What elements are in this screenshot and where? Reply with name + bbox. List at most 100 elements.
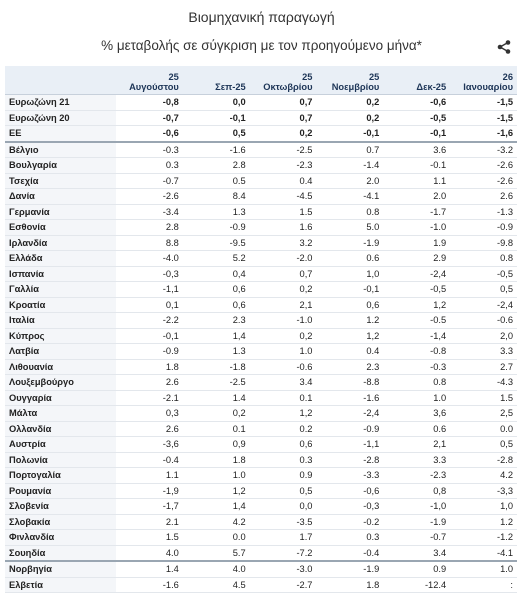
value-cell: -0.9 [316, 421, 384, 437]
row-label: Ελλάδα [5, 250, 116, 267]
value-cell: 0.4 [316, 343, 384, 360]
row-label: Νορβηγία [5, 560, 116, 578]
value-cell: 0.4 [249, 173, 317, 189]
subtitle: % μεταβολής σε σύγκριση με τον προηγούμε… [101, 38, 422, 53]
row-label: Ιρλανδία [5, 235, 116, 251]
value-cell: -2,4 [383, 266, 451, 282]
table-row: Βουλγαρία 0.3 2.8 -2.3 -1.4 -0.1 -2.6 [5, 157, 517, 174]
column-header: 25 Αυγούστου [116, 66, 183, 95]
value-cell: -1,6 [450, 125, 517, 142]
value-cell: -1,1 [116, 281, 183, 298]
value-cell: 2,1 [383, 436, 451, 453]
value-cell: 0,0 [249, 498, 317, 515]
value-cell: 1.0 [182, 467, 250, 484]
value-cell: 0.8 [450, 250, 517, 267]
value-cell: -0,1 [116, 328, 183, 344]
row-label: Κύπρος [5, 328, 116, 344]
row-label: Ελβετία [5, 577, 116, 593]
value-cell: -0,3 [316, 498, 384, 515]
value-cell: -0.3 [383, 359, 451, 375]
value-cell: -0,5 [383, 110, 451, 126]
table-row: Ουγγαρία -2.1 1.4 0.1 -1.6 1.0 1.5 [5, 390, 517, 406]
table-row: Ρουμανία -1,9 1,2 0,5 -0,6 0,8 -3,3 [5, 483, 517, 499]
value-cell: -7.2 [249, 545, 317, 562]
value-cell: 5.0 [316, 219, 384, 236]
value-cell: 0.0 [450, 421, 517, 437]
value-cell: -3.2 [450, 140, 517, 158]
value-cell: -0,6 [316, 483, 384, 499]
row-label: Αυστρία [5, 436, 116, 453]
value-cell: 2,5 [450, 405, 517, 422]
value-cell: 2.9 [383, 250, 451, 267]
value-cell: 3.6 [383, 140, 451, 158]
table-row: Λατβία -0.9 1.3 1.0 0.4 -0.8 3.3 [5, 343, 517, 360]
value-cell: 0,6 [182, 281, 250, 298]
value-cell: 0,6 [316, 297, 384, 313]
value-cell: 0,2 [249, 125, 317, 142]
value-cell: 0.3 [316, 529, 384, 546]
value-cell: 3.2 [249, 235, 317, 251]
value-cell: 4.2 [450, 467, 517, 484]
share-button[interactable] [497, 40, 511, 54]
value-cell: 3.3 [450, 343, 517, 360]
title: Βιομηχανική παραγωγή [188, 9, 335, 25]
table-row: Πολωνία -0.4 1.8 0.3 -2.8 3.3 -2.8 [5, 452, 517, 468]
value-cell: -0.7 [116, 173, 183, 189]
value-cell: -0,1 [182, 110, 250, 126]
value-cell: -0,3 [116, 266, 183, 282]
value-cell: 1.4 [116, 560, 183, 578]
column-header: Δεκ-25 [383, 66, 451, 95]
value-cell: 0,4 [182, 266, 250, 282]
value-cell: 2.0 [316, 173, 384, 189]
value-cell: -1.4 [316, 157, 384, 174]
value-cell: 0,2 [249, 281, 317, 298]
value-cell: -3.5 [249, 514, 317, 530]
value-cell: -0.7 [383, 529, 451, 546]
value-cell: -0.3 [116, 140, 183, 158]
value-cell: -1.2 [450, 529, 517, 546]
value-cell: 2,1 [249, 297, 317, 313]
value-cell: 0,7 [249, 266, 317, 282]
table-body: Ευρωζώνη 21 -0,8 0,0 0,7 0,2 -0,6 -1,5 Ευρωζώνη… [5, 94, 517, 593]
row-label: Βέλγιο [5, 140, 116, 158]
value-cell: -0,6 [116, 125, 183, 142]
value-cell: 0.0 [182, 529, 250, 546]
value-cell: 1.0 [450, 560, 517, 578]
value-cell: 3.4 [249, 374, 317, 391]
row-label: Τσεχία [5, 173, 116, 189]
value-cell: -4.1 [450, 545, 517, 562]
value-cell: -0,1 [316, 281, 384, 298]
row-label: Δανία [5, 188, 116, 205]
value-cell: 1,4 [182, 498, 250, 515]
value-cell: -1,5 [450, 110, 517, 126]
value-cell: -1.0 [383, 219, 451, 236]
value-cell: -2.5 [249, 140, 317, 158]
row-label: Ολλανδία [5, 421, 116, 437]
value-cell: -0.2 [316, 514, 384, 530]
row-label: Πολωνία [5, 452, 116, 468]
row-label: Λατβία [5, 343, 116, 360]
value-cell: 1,2 [316, 328, 384, 344]
value-cell: 2.6 [450, 188, 517, 205]
value-cell: 1.9 [383, 235, 451, 251]
value-cell: -1.8 [182, 359, 250, 375]
value-cell: 1.8 [182, 452, 250, 468]
column-header: 25 Νοεμβρίου [316, 66, 384, 95]
value-cell: 1.1 [116, 467, 183, 484]
table-row: Φινλανδία 1.5 0.0 1.7 0.3 -0.7 -1.2 [5, 529, 517, 546]
header-cell [5, 66, 116, 95]
row-label: Λουξεμβούργο [5, 374, 116, 391]
value-cell: -0,6 [383, 94, 451, 111]
table-row: Δανία -2.6 8.4 -4.5 -4.1 2.0 2.6 [5, 188, 517, 205]
table-row: Τσεχία -0.7 0.5 0.4 2.0 1.1 -2.6 [5, 173, 517, 189]
table-row: Λιθουανία 1.8 -1.8 -0.6 2.3 -0.3 2.7 [5, 359, 517, 375]
value-cell: -0.9 [116, 343, 183, 360]
table-row: Ευρωζώνη 21 -0,8 0,0 0,7 0,2 -0,6 -1,5 [5, 94, 517, 111]
value-cell: 2.3 [182, 312, 250, 329]
value-cell: 3.4 [383, 545, 451, 562]
column-header-line: 25 [168, 72, 179, 82]
value-cell: 2.1 [116, 514, 183, 530]
value-cell: -4.3 [450, 374, 517, 391]
value-cell: 0,1 [116, 297, 183, 313]
